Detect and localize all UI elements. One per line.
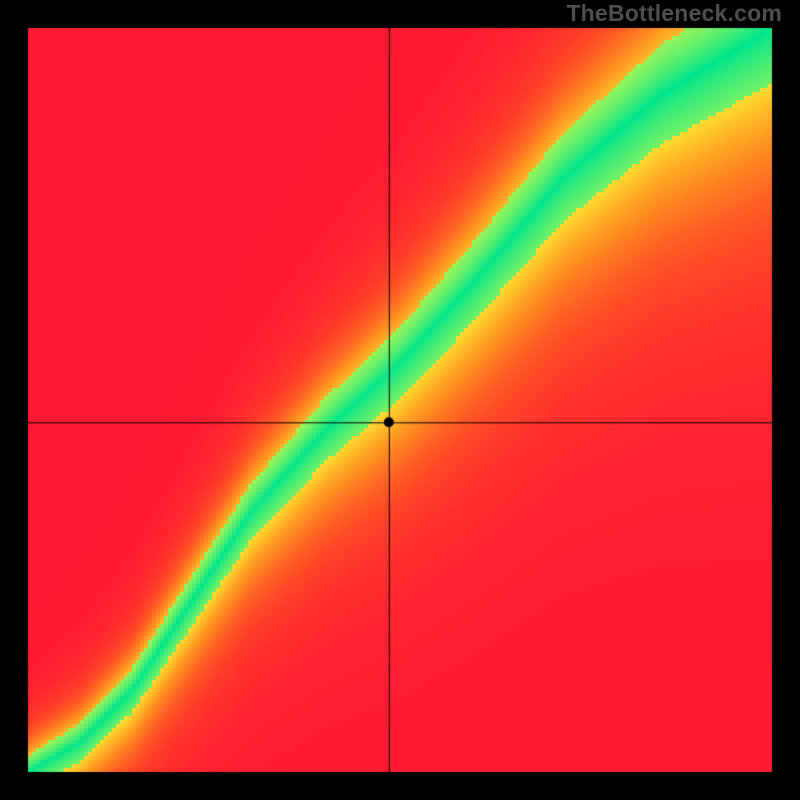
attribution-label: TheBottleneck.com xyxy=(566,0,782,27)
bottleneck-heatmap-canvas xyxy=(0,0,800,800)
